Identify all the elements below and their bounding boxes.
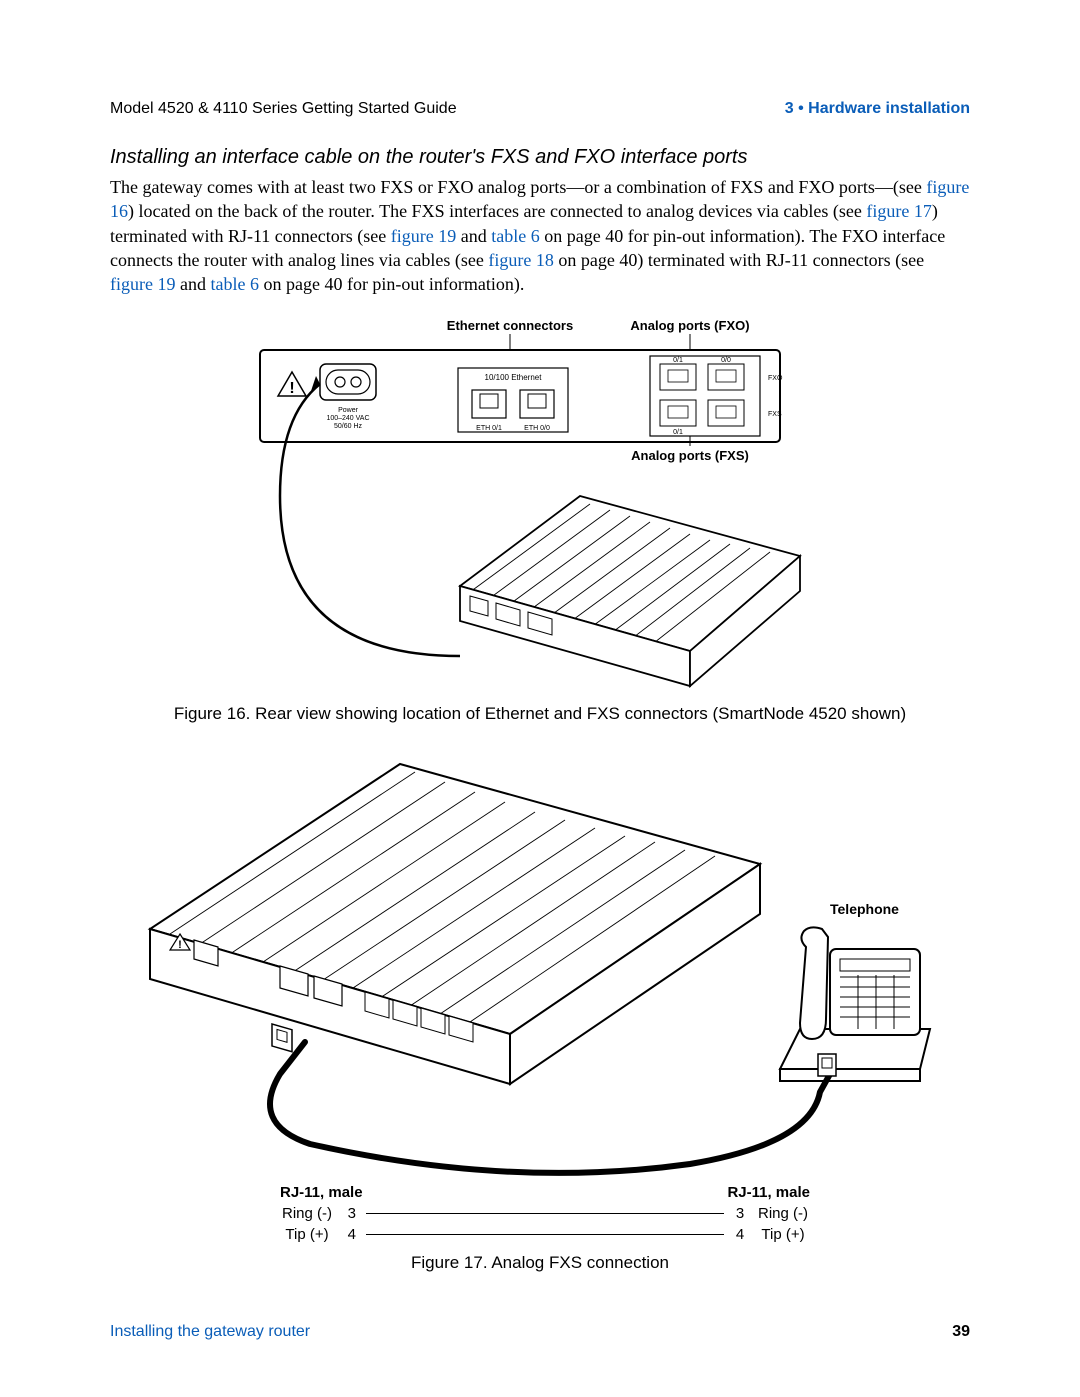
label-ethernet-box: 10/100 Ethernet bbox=[485, 373, 543, 382]
page-footer: Installing the gateway router 39 bbox=[110, 1323, 970, 1341]
section-heading: Installing an interface cable on the rou… bbox=[110, 146, 970, 169]
figure-17-diagram: ! bbox=[130, 744, 950, 1184]
label-fxo: Analog ports (FXO) bbox=[630, 318, 749, 333]
power-inlet bbox=[320, 364, 376, 400]
link-figure-17[interactable]: figure 17 bbox=[866, 201, 931, 221]
link-figure-19a[interactable]: figure 19 bbox=[391, 226, 456, 246]
page-header: Model 4520 & 4110 Series Getting Started… bbox=[110, 100, 970, 118]
figure-16-caption: Figure 16. Rear view showing location of… bbox=[110, 704, 970, 724]
figure-17: ! bbox=[110, 744, 970, 1273]
device-iso bbox=[460, 496, 800, 686]
label-eth01: ETH 0/1 bbox=[476, 425, 502, 432]
label-telephone: Telephone bbox=[830, 901, 899, 917]
figure-16-diagram: Ethernet connectors Analog ports (FXO) !… bbox=[220, 316, 860, 696]
label-port01a: 0/1 bbox=[673, 357, 683, 364]
rj11-plug-right bbox=[818, 1054, 836, 1076]
body-text-6: on page 40) terminated with RJ-11 connec… bbox=[554, 250, 924, 270]
tip-left: Tip (+) bbox=[280, 1226, 334, 1243]
body-text-4: and bbox=[456, 226, 491, 246]
label-power-v: 100–240 VAC bbox=[326, 415, 369, 422]
pin3-right: 3 bbox=[734, 1205, 746, 1222]
link-table-6b[interactable]: table 6 bbox=[210, 274, 258, 294]
link-figure-19b[interactable]: figure 19 bbox=[110, 274, 175, 294]
rj11-plug-left bbox=[272, 1024, 292, 1052]
header-right: 3 • Hardware installation bbox=[785, 100, 970, 118]
label-fxs: Analog ports (FXS) bbox=[631, 448, 749, 463]
body-text-2: ) located on the back of the router. The… bbox=[128, 201, 866, 221]
body-text-8: on page 40 for pin-out information). bbox=[259, 274, 524, 294]
body-paragraph: The gateway comes with at least two FXS … bbox=[110, 175, 970, 296]
pin4-right: 4 bbox=[734, 1226, 746, 1243]
ring-right: Ring (-) bbox=[756, 1205, 810, 1222]
link-figure-18[interactable]: figure 18 bbox=[488, 250, 553, 270]
label-eth-connectors: Ethernet connectors bbox=[447, 318, 573, 333]
rj11-heading-left: RJ-11, male bbox=[280, 1184, 363, 1201]
cable bbox=[270, 1042, 830, 1173]
tip-right: Tip (+) bbox=[756, 1226, 810, 1243]
label-eth00: ETH 0/0 bbox=[524, 425, 550, 432]
pin4-left: 4 bbox=[344, 1226, 356, 1243]
ring-left: Ring (-) bbox=[280, 1205, 334, 1222]
device-iso-large: ! bbox=[150, 764, 760, 1084]
pin3-left: 3 bbox=[344, 1205, 356, 1222]
rj11-heading-right: RJ-11, male bbox=[727, 1184, 810, 1201]
label-fxo-small: FXO bbox=[768, 375, 783, 382]
link-table-6a[interactable]: table 6 bbox=[491, 226, 539, 246]
telephone-icon bbox=[780, 928, 930, 1082]
label-power-hz: 50/60 Hz bbox=[334, 423, 363, 430]
page: Model 4520 & 4110 Series Getting Started… bbox=[0, 0, 1080, 1397]
svg-text:!: ! bbox=[178, 939, 182, 951]
pinout-block: RJ-11, male RJ-11, male Ring (-) 3 3 Rin… bbox=[110, 1184, 970, 1243]
footer-left: Installing the gateway router bbox=[110, 1323, 310, 1341]
figure-16: Ethernet connectors Analog ports (FXO) !… bbox=[110, 316, 970, 724]
body-text-1: The gateway comes with at least two FXS … bbox=[110, 177, 926, 197]
header-left: Model 4520 & 4110 Series Getting Started… bbox=[110, 100, 457, 118]
body-text-7: and bbox=[175, 274, 210, 294]
label-fxs-small: FXS bbox=[768, 411, 782, 418]
page-number: 39 bbox=[952, 1323, 970, 1341]
label-port01b: 0/1 bbox=[673, 429, 683, 436]
svg-text:!: ! bbox=[289, 380, 294, 397]
label-power: Power bbox=[338, 407, 359, 414]
label-port00a: 0/0 bbox=[721, 357, 731, 364]
figure-17-caption: Figure 17. Analog FXS connection bbox=[110, 1253, 970, 1273]
